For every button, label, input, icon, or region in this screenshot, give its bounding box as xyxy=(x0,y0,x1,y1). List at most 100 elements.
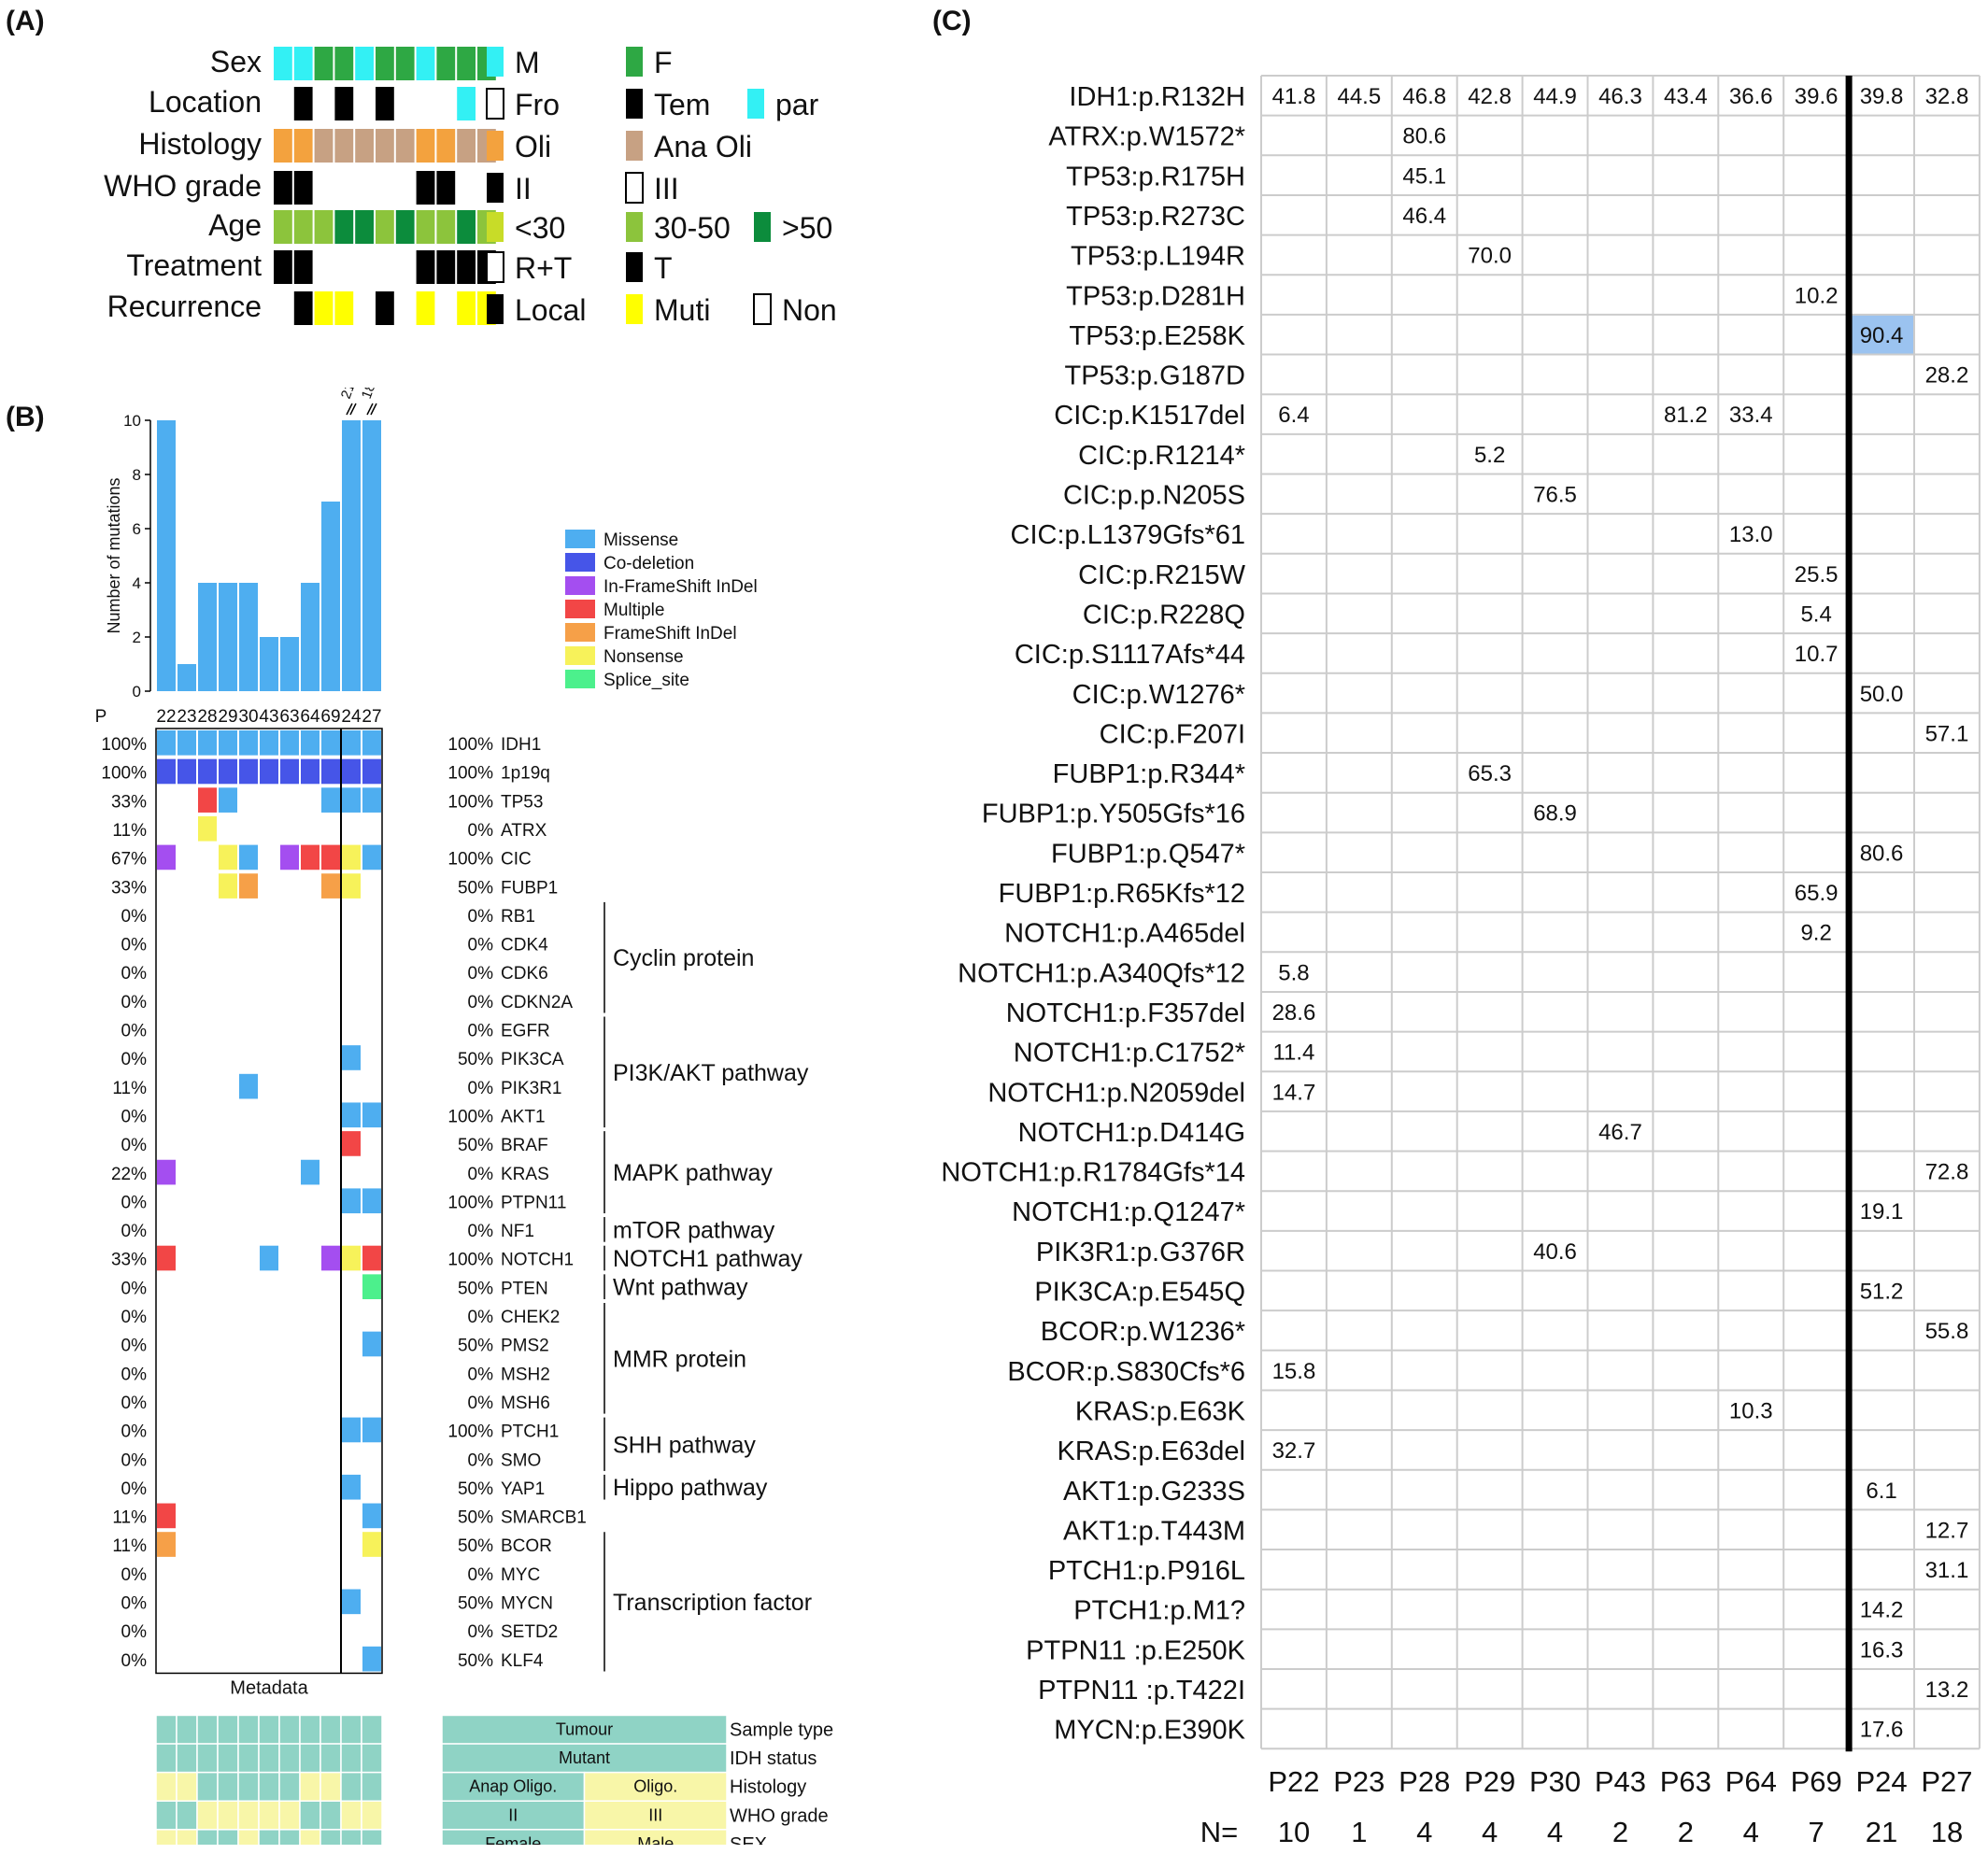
vaf-value: 39.6 xyxy=(1795,84,1839,109)
vaf-value: 46.4 xyxy=(1402,204,1446,229)
vaf-value: 10.3 xyxy=(1729,1398,1773,1423)
metadata-cell xyxy=(361,1743,383,1774)
clinical-cell xyxy=(274,171,292,205)
legend-label: Local xyxy=(515,293,587,327)
mutation-cell xyxy=(301,1159,320,1185)
left-pct: 0% xyxy=(121,1050,148,1069)
clinical-cell xyxy=(436,210,456,244)
gene-label-braf: BRAF xyxy=(501,1136,548,1155)
legend-label: par xyxy=(775,88,819,121)
mutation-cell xyxy=(219,873,237,899)
mutation-cell xyxy=(342,730,361,756)
metadata-cell xyxy=(340,1829,362,1845)
panel-a-clinical-heatmap: Sex Location Histology WHO grade Age Treatmen… xyxy=(104,45,837,327)
y-tick-label: 4 xyxy=(133,574,141,592)
mutation-cell xyxy=(362,844,381,870)
mutation-cell xyxy=(362,787,381,813)
metadata-cell xyxy=(340,1743,362,1774)
metadata-key-label: Oligo. xyxy=(633,1777,677,1796)
right-pct: 100% xyxy=(447,735,493,755)
legend-label: Splice_site xyxy=(604,671,689,690)
mutation-cell xyxy=(362,1646,381,1672)
mutation-label: TP53:p.G187D xyxy=(1065,361,1245,391)
left-pct: 100% xyxy=(101,764,147,784)
highlight-cell xyxy=(1849,314,1914,355)
n-value: 1 xyxy=(1351,1816,1367,1848)
left-pct: 0% xyxy=(121,1394,148,1413)
mutation-cell xyxy=(342,1188,361,1214)
right-pct: 0% xyxy=(468,1622,494,1642)
right-pct: 50% xyxy=(458,1136,493,1155)
left-pct: 0% xyxy=(121,1136,148,1155)
legend-label: Co-deletion xyxy=(604,554,694,573)
legend-label: Muti xyxy=(654,293,710,327)
left-pct: 22% xyxy=(111,1165,147,1184)
vaf-value: 33.4 xyxy=(1729,403,1773,428)
vaf-value: 46.8 xyxy=(1402,84,1446,109)
clinical-cell xyxy=(395,129,415,163)
gene-label-smo: SMO xyxy=(501,1451,541,1470)
mutation-label: CIC:p.p.N205S xyxy=(1063,481,1245,511)
column-label: 69 xyxy=(320,707,340,727)
clinical-cell xyxy=(293,47,313,80)
mutation-cell xyxy=(321,873,340,899)
right-pct: 50% xyxy=(458,1651,493,1671)
mutation-cell xyxy=(219,758,237,785)
mutation-cell xyxy=(157,758,176,785)
mutation-label: NOTCH1:p.A340Qfs*12 xyxy=(958,958,1245,988)
clinical-cell xyxy=(436,171,456,205)
gene-label-klf4: KLF4 xyxy=(501,1651,544,1671)
clinical-cell xyxy=(293,87,313,120)
mutation-cell xyxy=(239,873,258,899)
axis-break xyxy=(349,403,357,416)
clinical-cell xyxy=(274,210,292,244)
metadata-cell xyxy=(361,1800,383,1831)
metadata-cell xyxy=(155,1829,178,1845)
metadata-cell xyxy=(299,1829,321,1845)
mutation-label: ATRX:p.W1572* xyxy=(1048,122,1245,152)
legend-swatch-nonsense xyxy=(565,646,595,665)
gene-label-yap1: YAP1 xyxy=(501,1479,545,1499)
vaf-value: 5.4 xyxy=(1800,601,1831,627)
column-label: 23 xyxy=(177,707,196,727)
column-label: 30 xyxy=(238,707,258,727)
pathway-label: Wnt pathway xyxy=(613,1275,748,1301)
left-pct: 0% xyxy=(121,1308,148,1327)
right-pct: 100% xyxy=(447,1422,493,1442)
panel-a-label: (A) xyxy=(6,6,45,36)
y-tick-label: 8 xyxy=(133,466,141,484)
mutation-cell xyxy=(260,730,278,756)
clinical-cell xyxy=(416,250,435,284)
left-pct: 0% xyxy=(121,1479,148,1499)
gene-label-cdk6: CDK6 xyxy=(501,964,548,984)
gene-label-nf1: NF1 xyxy=(501,1222,534,1241)
legend-swatch xyxy=(626,294,643,324)
mutation-label: TP53:p.D281H xyxy=(1066,281,1245,311)
vaf-value: 13.0 xyxy=(1729,522,1773,547)
legend-label: Multiple xyxy=(604,601,664,620)
right-pct: 0% xyxy=(468,1079,494,1098)
vaf-value: 70.0 xyxy=(1468,244,1512,269)
vaf-value: 17.6 xyxy=(1860,1718,1904,1743)
row-label-treatment: Treatment xyxy=(126,248,262,282)
mutation-cell xyxy=(301,730,320,756)
row-label-histology: Histology xyxy=(138,127,262,161)
patient-label: P27 xyxy=(1921,1765,1972,1798)
metadata-cell xyxy=(258,1743,280,1774)
mutation-cell xyxy=(198,758,217,785)
mutation-label: NOTCH1:p.R1784Gfs*14 xyxy=(941,1158,1245,1188)
metadata-cell xyxy=(217,1771,239,1803)
mutation-label: BCOR:p.S830Cfs*6 xyxy=(1007,1357,1245,1387)
legend-swatch-inframe xyxy=(565,576,595,595)
legend-swatch xyxy=(487,47,504,77)
metadata-cell xyxy=(176,1743,198,1774)
right-pct: 0% xyxy=(468,936,494,955)
bar-22 xyxy=(157,420,176,691)
metadata-cell xyxy=(361,1714,383,1745)
metadata-cell xyxy=(196,1829,219,1845)
left-pct: 0% xyxy=(121,1107,148,1126)
mutation-cell xyxy=(321,730,340,756)
patient-label: P30 xyxy=(1529,1765,1581,1798)
metadata-cell xyxy=(320,1829,342,1845)
mutation-label: CIC:p.R215W xyxy=(1078,560,1246,590)
